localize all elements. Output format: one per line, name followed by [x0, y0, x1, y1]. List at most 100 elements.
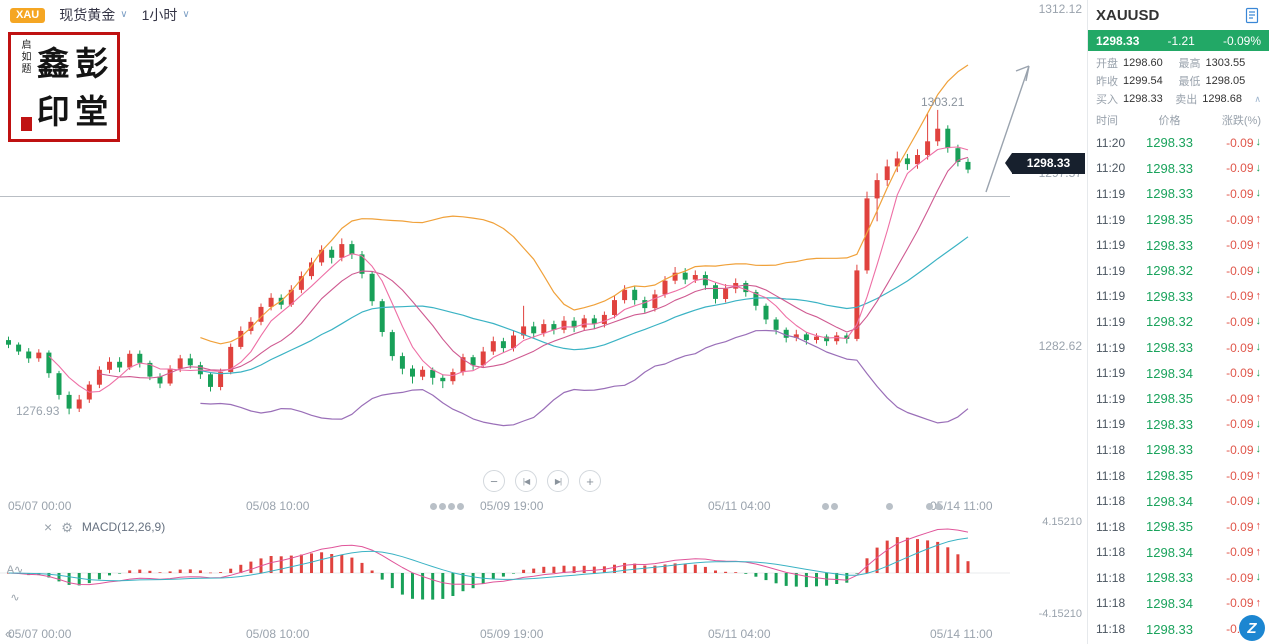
tick-time: 11:19 [1096, 186, 1126, 201]
tick-price: 1298.33 [1146, 340, 1193, 356]
timeline-dot [822, 503, 829, 510]
wave-tool-icon[interactable]: ∿ [10, 591, 20, 604]
annotate-tool-icon[interactable]: A∿ [6, 563, 24, 576]
tick-row: 11:19 1298.32 -0.09 ↓ [1088, 309, 1269, 335]
tick-up-arrow: ↑ [1255, 392, 1262, 405]
tick-price: 1298.35 [1146, 519, 1193, 535]
tick-table-header: 时间 价格 涨跌(%) [1088, 109, 1269, 130]
tick-list: 11:20 1298.33 -0.09 ↓ 11:20 1298.33 -0.09 ↓ 11:1… [1088, 130, 1269, 644]
tick-down-arrow: ↓ [1255, 494, 1262, 507]
sidebar-header: XAUUSD [1088, 0, 1269, 30]
tick-time: 11:18 [1096, 494, 1126, 509]
tick-change: -0.09 ↑ [1226, 212, 1262, 227]
tick-change: -0.09 ↑ [1226, 596, 1261, 611]
tick-price: 1298.33 [1146, 570, 1193, 586]
tick-down-arrow: ↓ [1255, 366, 1262, 379]
step-forward-button[interactable]: ▶| [547, 470, 569, 492]
timeline-dot [926, 503, 933, 510]
tick-price: 1298.32 [1146, 263, 1193, 279]
tick-time: 11:19 [1096, 340, 1126, 355]
tick-down-arrow: ↓ [1255, 443, 1262, 456]
tick-time: 11:19 [1096, 417, 1126, 432]
tick-time: 11:18 [1096, 468, 1126, 483]
tick-down-arrow: ↓ [1255, 187, 1262, 200]
tick-row: 11:18 1298.33 -0.09↓ [1088, 437, 1269, 463]
tick-row: 11:20 1298.33 -0.09 ↓ [1088, 130, 1269, 156]
tick-price: 1298.33 [1146, 416, 1193, 432]
bid-value: 1298.33 [1123, 93, 1163, 105]
close-icon[interactable]: × [44, 519, 53, 535]
report-icon[interactable] [1244, 7, 1261, 24]
tick-row: 11:18 1298.35 -0.09 ↑ [1088, 514, 1269, 540]
tick-change: -0.09↓ [1226, 314, 1261, 329]
tick-up-arrow: ↑ [1255, 238, 1262, 251]
step-back-button[interactable]: |◀ [515, 470, 537, 492]
quote-sidebar: XAUUSD 1298.33 -1.21 -0.09% 开盘 1298.60 最… [1087, 0, 1269, 644]
tick-change: -0.09 ↑ [1226, 289, 1261, 304]
tick-row: 11:19 1298.35 -0.09 ↑ [1088, 386, 1269, 412]
seal-calligraphy: 鑫 彭 印 堂 [36, 43, 109, 131]
tick-time: 11:18 [1096, 570, 1126, 585]
tick-time: 11:18 [1096, 545, 1126, 560]
chart-zoom-controls: − |◀ ▶| + [483, 470, 601, 492]
time-axis-macd: 05/07 00:00 05/08 10:00 05/09 19:00 05/11 0… [0, 627, 1087, 643]
tick-time: 11:19 [1096, 289, 1126, 304]
tick-price: 1298.35 [1146, 391, 1193, 407]
tick-row: 11:18 1298.33 -0.09↓ [1088, 565, 1269, 591]
tick-down-arrow: ↓ [1255, 417, 1262, 430]
platform-logo: Z [1239, 615, 1265, 641]
quote-summary-bar: 1298.33 -1.21 -0.09% [1088, 30, 1269, 51]
col-time: 时间 [1096, 114, 1118, 127]
tick-price: 1298.33 [1146, 135, 1193, 151]
symbol-title: XAUUSD [1096, 6, 1160, 24]
ask-label: 卖出 [1175, 94, 1198, 106]
symbol-name: 现货黄金 [59, 7, 116, 23]
chart-toolbar: XAU 现货黄金 ∨ 1小时 ∨ [0, 0, 1087, 30]
tick-price: 1298.35 [1146, 212, 1193, 228]
tick-price: 1298.33 [1146, 160, 1193, 176]
time-axis-label: 05/09 19:00 [480, 627, 544, 641]
price-axis-label-low: 1282.62 [1038, 339, 1082, 353]
swing-high-annotation: 1303.21 [921, 95, 965, 109]
ask-value: 1298.68 [1202, 93, 1242, 105]
tick-price: 1298.35 [1146, 468, 1193, 484]
tick-change: -0.09↓ [1226, 263, 1261, 278]
time-axis-label: 05/14 11:00 [930, 499, 993, 513]
drawing-tools: A∿ ∿ [5, 560, 25, 606]
tick-price: 1298.34 [1146, 595, 1193, 611]
symbol-selector[interactable]: 现货黄金 ∨ [59, 5, 127, 25]
tick-time: 11:19 [1096, 366, 1126, 381]
timeframe-selector[interactable]: 1小时 ∨ [142, 5, 190, 25]
tick-time: 11:18 [1096, 596, 1126, 611]
tick-change: -0.09 ↑ [1226, 391, 1262, 406]
tick-row: 11:19 1298.33 -0.09 ↓ [1088, 181, 1269, 207]
collapse-panel-icon[interactable]: « [5, 626, 13, 641]
tick-row: 11:19 1298.32 -0.09 ↓ [1088, 258, 1269, 284]
tick-change: -0.09↓ [1226, 161, 1261, 176]
zoom-in-button[interactable]: + [579, 470, 601, 492]
price-change: -1.21 [1167, 33, 1195, 48]
tick-price: 1298.33 [1146, 442, 1193, 458]
tick-row: 11:19 1298.33 -0.09 ↓ [1088, 412, 1269, 438]
tick-change: -0.09↓ [1226, 442, 1262, 457]
tick-up-arrow: ↑ [1255, 213, 1262, 226]
symbol-badge: XAU [10, 7, 46, 23]
timeline-dot [457, 503, 464, 510]
tick-change: -0.09↓ [1226, 417, 1262, 432]
low-value: 1298.05 [1205, 75, 1246, 87]
chevron-up-icon[interactable]: ∧ [1254, 93, 1261, 104]
time-axis-label: 05/07 00:00 [8, 627, 72, 641]
seal-side-text: 启如题 [19, 39, 30, 75]
tick-change: -0.09 ↑ [1226, 519, 1261, 534]
prev-close-label: 昨收 [1096, 76, 1118, 88]
gear-icon[interactable]: ⚙ [61, 519, 73, 535]
tick-time: 11:20 [1096, 135, 1126, 150]
tick-row: 11:19 1298.33 -0.09 ↑ [1088, 284, 1269, 310]
open-label: 开盘 [1096, 58, 1118, 70]
zoom-out-button[interactable]: − [483, 470, 505, 492]
open-value: 1298.60 [1123, 57, 1163, 69]
timeline-dot [935, 503, 942, 510]
stat-row: 开盘 1298.60 最高 1303.55 [1096, 54, 1261, 72]
time-axis-label: 05/14 11:00 [930, 627, 993, 641]
